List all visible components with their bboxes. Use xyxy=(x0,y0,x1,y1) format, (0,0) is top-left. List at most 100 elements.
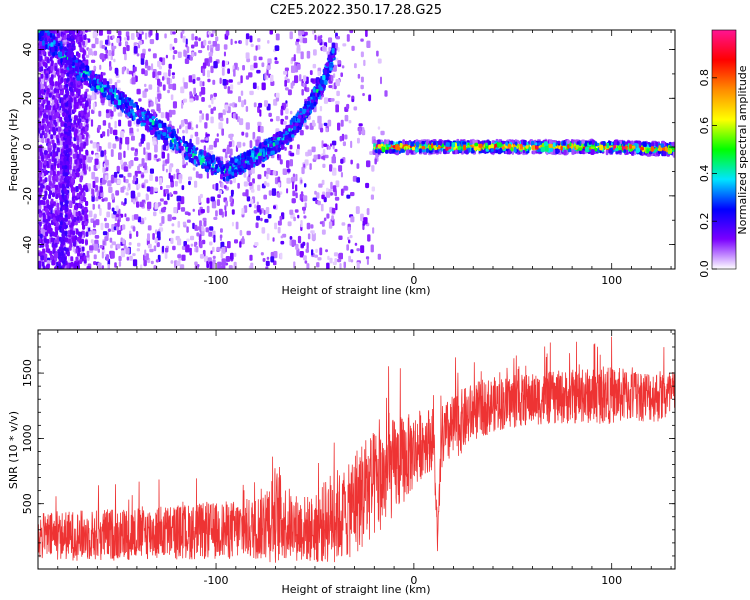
spectrogram-cell xyxy=(77,247,81,253)
spectrogram-cell xyxy=(110,94,114,101)
spectrogram-cell xyxy=(141,158,145,166)
spectrogram-cell xyxy=(166,117,170,121)
spectrogram-cell xyxy=(50,134,54,140)
spectrogram-cell xyxy=(51,81,55,87)
spectrogram-cell xyxy=(157,86,160,93)
spectrogram-cell xyxy=(168,63,172,69)
spectrogram-cell xyxy=(221,67,225,76)
spectrogram-cell xyxy=(131,135,135,141)
spectrogram-cell xyxy=(270,150,275,155)
spectrogram-cell xyxy=(220,252,224,259)
spectrogram-cell xyxy=(310,230,314,234)
spectrogram-cell xyxy=(234,103,238,108)
spectrogram-cell xyxy=(132,259,138,267)
spectrogram-cell xyxy=(360,51,364,58)
spectrogram-cell xyxy=(196,232,200,237)
spectrogram-cell xyxy=(40,183,44,189)
spectrogram-cell xyxy=(208,51,213,57)
spectrogram-cell xyxy=(270,80,275,86)
spectrogram-cell xyxy=(300,179,303,184)
spectrogram-cell xyxy=(51,231,55,237)
spectrogram-cell xyxy=(365,182,370,189)
spectrogram-cell xyxy=(296,44,301,51)
spectrogram-cell xyxy=(108,50,112,56)
spectrogram-cell xyxy=(221,182,224,189)
spectrogram-cell xyxy=(73,208,77,216)
spectrogram-cell xyxy=(185,244,190,253)
spectrogram-cell xyxy=(38,229,41,235)
spectrogram-cell xyxy=(110,244,113,249)
spectrogram-cell xyxy=(322,74,326,81)
spectrogram-cell xyxy=(144,88,149,92)
spectrogram-cell xyxy=(39,176,43,182)
spectrogram-cell xyxy=(252,163,256,168)
spectrogram-cell xyxy=(43,257,47,263)
spectrogram-cell xyxy=(87,183,92,189)
spectrogram-cell xyxy=(52,105,56,111)
spectrogram-cell xyxy=(74,205,77,210)
spectrogram-cell xyxy=(114,120,117,129)
spectrogram-cell xyxy=(182,77,185,84)
spectrogram-cell xyxy=(261,142,264,147)
spectrogram-cell xyxy=(89,245,94,251)
spectrogram-cell xyxy=(349,235,353,239)
spectrogram-cell xyxy=(256,215,261,221)
spectrogram-cell xyxy=(240,75,243,84)
spectrogram-cell xyxy=(104,53,108,59)
spectrogram-cell xyxy=(154,237,158,244)
spectrogram-cell xyxy=(256,69,261,74)
spectrogram-cell xyxy=(38,56,42,62)
spectrogram-cell xyxy=(56,163,60,169)
spectrogram-cell xyxy=(125,217,130,222)
spectrogram-cell xyxy=(149,39,155,45)
spectrogram-cell xyxy=(371,165,375,172)
spectrogram-cell xyxy=(99,208,102,216)
spectrogram-cell xyxy=(154,154,158,159)
spectrogram-cell xyxy=(240,238,245,245)
spectrogram-cell xyxy=(38,77,41,83)
spectrogram-cell xyxy=(366,258,369,265)
spectrogram-cell xyxy=(257,152,262,156)
spectrogram-cell xyxy=(237,81,241,85)
spectrogram-cell xyxy=(97,262,102,269)
spectrogram-cell xyxy=(312,87,316,93)
spectrogram-cell xyxy=(137,165,140,171)
spectrogram-cell xyxy=(230,157,234,164)
spectrogram-cell xyxy=(85,231,89,237)
spectrogram-cell xyxy=(108,122,111,129)
spectrogram-cell xyxy=(185,44,188,48)
spectrogram-cell xyxy=(154,120,159,124)
spectrogram-cell xyxy=(301,89,304,96)
spectrogram-cell xyxy=(102,131,106,137)
spectrogram-cell xyxy=(220,173,224,180)
spectrogram-cell xyxy=(199,220,202,227)
spectrogram-cell xyxy=(298,30,302,36)
spectrogram-cell xyxy=(106,96,109,100)
spectrogram-cell xyxy=(284,135,289,140)
spectrogram-cell xyxy=(147,243,152,249)
spectrogram-cell xyxy=(242,65,245,71)
spectrogram-cell xyxy=(347,226,351,234)
spectrogram-cell xyxy=(60,148,64,154)
spectrogram-cell xyxy=(190,127,194,131)
spectrogram-cell xyxy=(115,94,119,101)
spectrogram-cell xyxy=(174,180,178,187)
spectrogram-cell xyxy=(156,103,161,112)
spectrogram-cell xyxy=(141,68,145,75)
spectrogram-cell xyxy=(252,131,256,140)
spectrogram-cell xyxy=(267,214,272,219)
spectrogram-cell xyxy=(173,50,178,54)
spectrogram-cell xyxy=(141,31,144,35)
spectrogram-cell xyxy=(209,241,213,246)
spectrogram-cell xyxy=(148,118,153,123)
spectrogram-cell xyxy=(72,199,76,204)
spectrogram-cell xyxy=(145,59,148,66)
spectrogram-cell xyxy=(162,122,167,128)
spectrogram-cell xyxy=(41,24,44,28)
spectrogram-cell xyxy=(313,101,317,106)
spectrogram-cell xyxy=(191,33,195,41)
spectrogram-cell xyxy=(377,126,381,130)
spectrogram-cell xyxy=(105,109,109,114)
spectrogram-cell xyxy=(38,156,41,160)
spectrogram-cell xyxy=(330,98,335,102)
